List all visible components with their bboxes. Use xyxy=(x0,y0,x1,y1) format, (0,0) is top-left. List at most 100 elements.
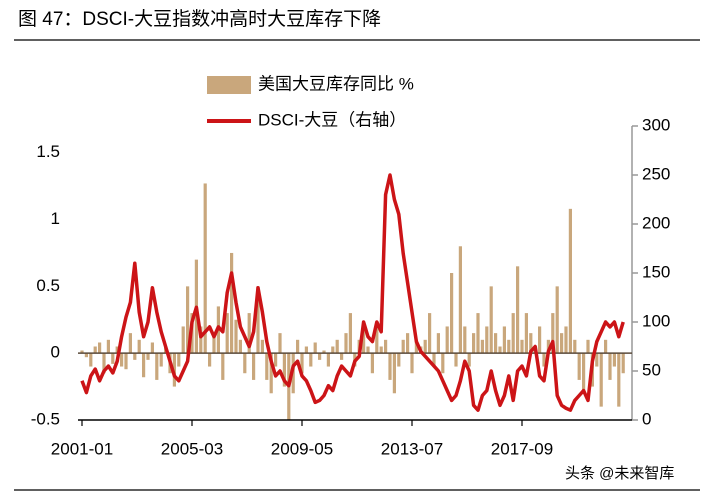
bar xyxy=(300,353,304,374)
bar xyxy=(124,353,128,370)
bar xyxy=(304,346,308,354)
bar xyxy=(480,339,484,354)
bar xyxy=(599,353,603,407)
bar xyxy=(344,333,348,354)
bar xyxy=(137,339,141,354)
bar xyxy=(502,326,506,354)
bar xyxy=(564,326,568,354)
bar xyxy=(146,353,150,360)
bar xyxy=(203,183,207,354)
bar xyxy=(432,353,436,367)
bar xyxy=(472,333,476,354)
bar xyxy=(133,353,137,360)
bar xyxy=(265,353,269,380)
bar xyxy=(529,333,533,354)
bar xyxy=(392,353,396,394)
bar xyxy=(388,353,392,380)
bar xyxy=(542,353,546,367)
bar xyxy=(375,326,379,354)
bar xyxy=(458,246,462,354)
bar xyxy=(181,326,185,354)
bar xyxy=(586,339,590,354)
y-tick-label: 1 xyxy=(51,209,60,228)
bar xyxy=(159,353,163,367)
bar xyxy=(313,342,317,354)
legend-label: DSCI-大豆（右轴） xyxy=(258,110,406,129)
bar xyxy=(551,313,555,354)
bar xyxy=(98,342,102,354)
bar xyxy=(423,339,427,354)
bar xyxy=(489,286,493,354)
bar xyxy=(568,208,572,354)
bar xyxy=(445,326,449,354)
bar xyxy=(309,353,313,367)
bar xyxy=(142,353,146,378)
bar xyxy=(467,353,471,367)
bar xyxy=(366,346,370,354)
bar xyxy=(560,333,564,354)
bar xyxy=(441,353,445,374)
bar xyxy=(406,333,410,354)
bar xyxy=(362,326,366,354)
bar xyxy=(186,286,190,354)
legend-label: 美国大豆库存同比 % xyxy=(258,74,414,93)
x-tick-label: 2013-07 xyxy=(381,439,443,458)
bar xyxy=(106,339,110,354)
bar xyxy=(498,346,502,354)
bar xyxy=(348,313,352,354)
line xyxy=(80,173,625,412)
bar xyxy=(278,333,282,354)
y-tick-label: 1.5 xyxy=(36,142,60,161)
bar xyxy=(84,353,88,358)
y2-tick-label: 300 xyxy=(642,115,670,134)
bar xyxy=(128,333,132,354)
bar xyxy=(115,346,119,354)
bar xyxy=(111,353,115,364)
bar xyxy=(401,339,405,354)
bar xyxy=(322,350,326,354)
y-tick-label: 0.5 xyxy=(36,276,60,295)
bar xyxy=(331,346,335,354)
x-tick-label: 2005-03 xyxy=(161,439,223,458)
bar xyxy=(296,339,300,354)
bar xyxy=(520,339,524,354)
bar xyxy=(608,353,612,380)
bar xyxy=(221,353,225,380)
bar xyxy=(494,333,498,354)
bar xyxy=(247,313,251,354)
bar xyxy=(269,353,273,394)
bar xyxy=(511,313,515,354)
bar xyxy=(604,339,608,354)
bar xyxy=(230,252,234,354)
bar xyxy=(595,353,599,367)
bar xyxy=(577,353,581,380)
watermark: 头条 @未来智库 xyxy=(565,464,674,482)
bar xyxy=(428,313,432,354)
bar xyxy=(234,319,238,354)
y2-tick-label: 100 xyxy=(642,311,670,330)
y-tick-label: -0.5 xyxy=(31,409,60,428)
chart-title: 图 47：DSCI-大豆指数冲高时大豆库存下降 xyxy=(18,8,381,30)
bar xyxy=(120,353,124,367)
bar xyxy=(507,339,511,354)
bar xyxy=(397,353,401,367)
y2-tick-label: 200 xyxy=(642,213,670,232)
bar xyxy=(384,339,388,354)
bar xyxy=(410,353,414,374)
bar xyxy=(621,353,625,374)
bar xyxy=(326,353,330,367)
bar xyxy=(555,286,559,354)
bar xyxy=(93,346,97,354)
bar xyxy=(243,353,247,374)
bar xyxy=(476,313,480,354)
x-tick-label: 2017-09 xyxy=(491,439,553,458)
bar xyxy=(155,353,159,380)
bar xyxy=(252,353,256,380)
y2-tick-label: 150 xyxy=(642,262,670,281)
x-tick-label: 2009-05 xyxy=(271,439,333,458)
bar xyxy=(318,353,322,360)
bar xyxy=(414,339,418,354)
bar xyxy=(335,339,339,354)
bar xyxy=(516,266,520,354)
